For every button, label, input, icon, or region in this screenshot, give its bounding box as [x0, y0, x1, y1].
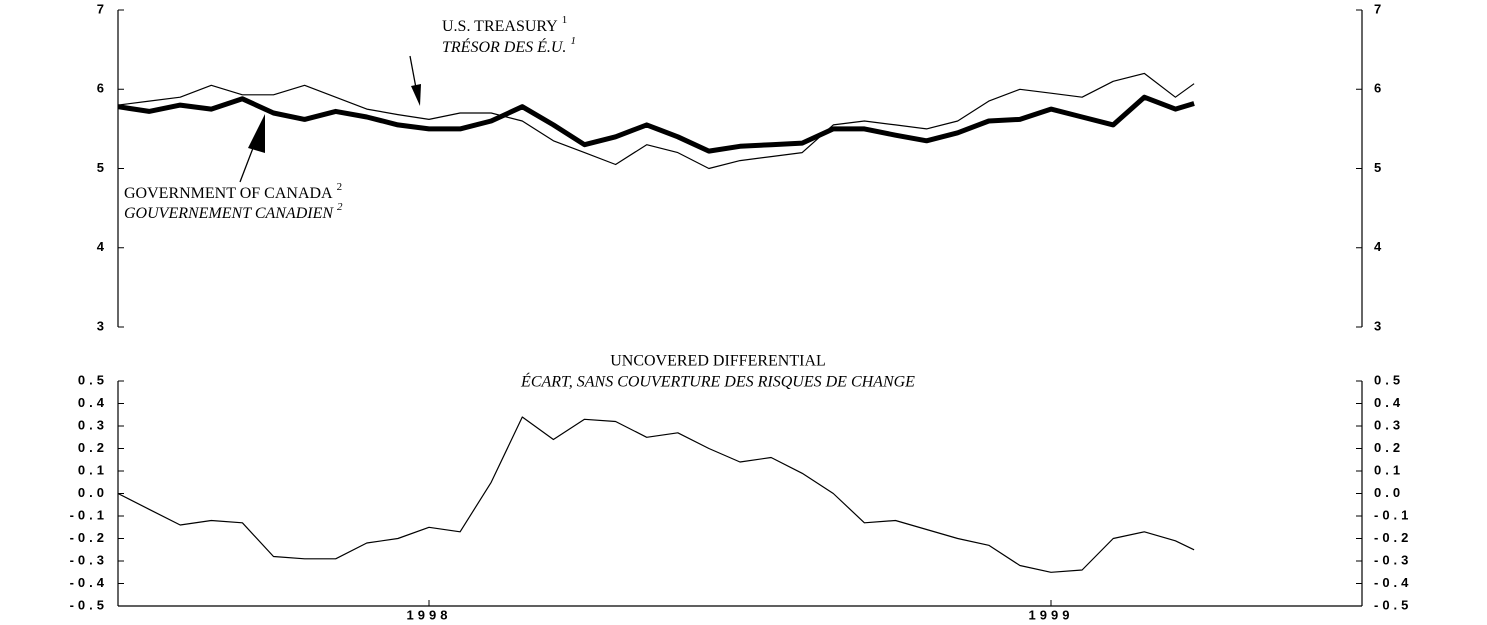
chart-subtitle: ÉCART, SANS COUVERTURE DES RISQUES DE CH… [520, 372, 915, 391]
chart-title: UNCOVERED DIFFERENTIAL [610, 353, 826, 370]
y-tick-label-right: 0.3 [1374, 417, 1404, 432]
y-tick-label: -0.2 [70, 530, 108, 545]
annotation: GOUVERNEMENT CANADIEN 2 [124, 201, 343, 222]
annotation-text: GOVERNMENT OF CANADA [124, 185, 333, 202]
annotation-text: U.S. TREASURY [442, 18, 558, 35]
annotation-text: TRÉSOR DES É.U. [442, 37, 566, 56]
y-tick-label: 0.1 [78, 462, 108, 477]
footnote: 2 [337, 201, 343, 213]
footnote: 1 [562, 14, 568, 26]
y-tick-label-right: 0.0 [1374, 485, 1404, 500]
annotation: TRÉSOR DES É.U. 1 [442, 35, 576, 56]
y-tick-label-right: -0.5 [1374, 597, 1412, 612]
y-tick-label: -0.3 [70, 552, 108, 567]
y-tick-label: 5 [97, 160, 108, 175]
data-line [117, 72, 1195, 170]
data-line [117, 94, 1195, 154]
y-tick-label: 0.0 [78, 485, 108, 500]
y-tick-label-right: 0.5 [1374, 372, 1404, 387]
y-tick-label: 6 [97, 81, 108, 96]
data-line [117, 416, 1195, 573]
y-tick-label: 0.5 [78, 372, 108, 387]
y-tick-label-right: 7 [1374, 1, 1385, 16]
y-tick-label-right: 6 [1374, 81, 1385, 96]
footnote: 2 [337, 181, 343, 193]
annotation: U.S. TREASURY 1 [442, 14, 567, 35]
y-tick-label: 0.2 [78, 440, 108, 455]
y-tick-label-right: -0.4 [1374, 575, 1412, 590]
y-tick-label-right: -0.2 [1374, 530, 1412, 545]
x-tick-label: 1999 [1029, 607, 1074, 622]
y-tick-label-right: 0.4 [1374, 395, 1404, 410]
y-tick-label: -0.4 [70, 575, 108, 590]
annotation-text: GOUVERNEMENT CANADIEN [124, 205, 334, 222]
footnote: 1 [570, 35, 576, 47]
y-tick-label: -0.5 [70, 597, 108, 612]
arrow-head [411, 84, 421, 106]
y-tick-label-right: -0.1 [1374, 507, 1412, 522]
y-tick-label-right: -0.3 [1374, 552, 1412, 567]
arrow-head [248, 114, 265, 153]
y-tick-label: 0.3 [78, 417, 108, 432]
y-tick-label-right: 3 [1374, 318, 1385, 333]
y-tick-label-right: 5 [1374, 160, 1385, 175]
arrow [409, 55, 417, 89]
y-tick-label: -0.1 [70, 507, 108, 522]
y-tick-label-right: 0.1 [1374, 462, 1404, 477]
annotation: GOVERNMENT OF CANADA 2 [124, 181, 342, 202]
y-tick-label: 4 [97, 239, 108, 254]
y-tick-label-right: 4 [1374, 239, 1385, 254]
y-tick-label-right: 0.2 [1374, 440, 1404, 455]
x-tick-label: 1998 [407, 607, 452, 622]
y-tick-label: 0.4 [78, 395, 108, 410]
y-tick-label: 7 [97, 1, 108, 16]
y-tick-label: 3 [97, 318, 108, 333]
